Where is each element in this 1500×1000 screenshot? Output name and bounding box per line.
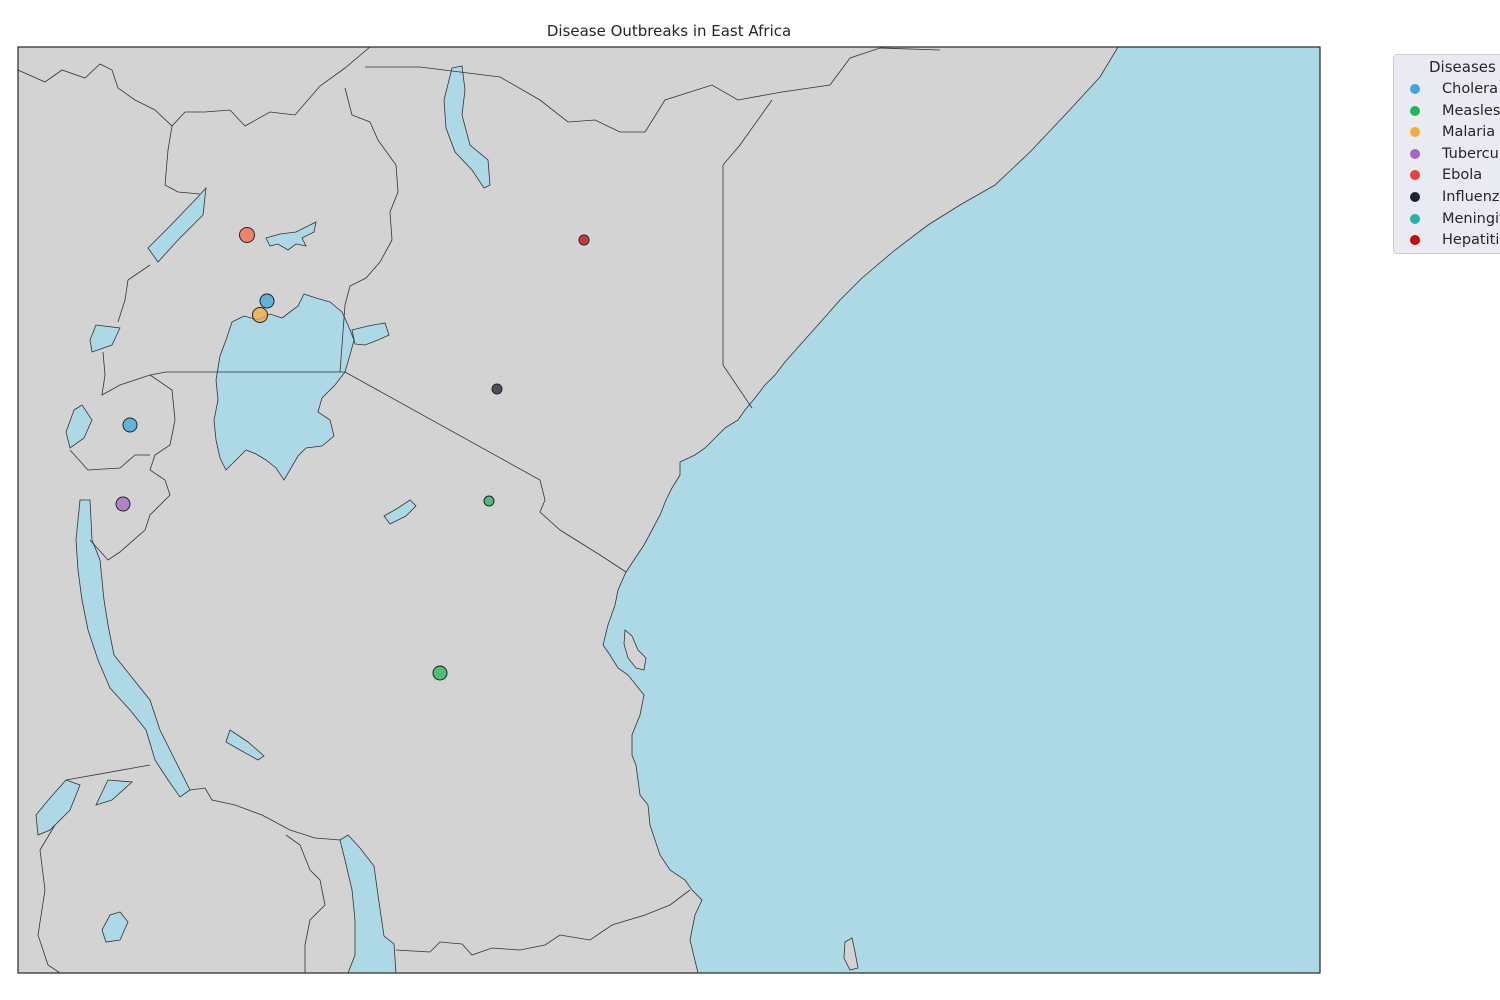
legend-label: Meningitis <box>1442 210 1500 227</box>
map-title: Disease Outbreaks in East Africa <box>546 22 792 40</box>
map-frame <box>17 46 1321 974</box>
outbreak-marker-ebola[interactable] <box>239 227 255 243</box>
outbreak-marker-influenza[interactable] <box>491 383 503 395</box>
legend-label: Influenza <box>1442 189 1500 205</box>
outbreak-marker-hepatitis[interactable] <box>578 234 590 246</box>
lake-eyasi <box>383 499 417 525</box>
legend-label: Measles <box>1442 102 1500 119</box>
legend-label: Ebola <box>1442 167 1483 184</box>
legend-item-influenza: Influenza <box>1394 187 1500 207</box>
legend-item-measles: Measles <box>1394 101 1500 121</box>
outbreak-marker-measles[interactable] <box>483 495 495 507</box>
island-zanzibar <box>623 629 647 671</box>
lake-tanganyika <box>75 499 191 798</box>
legend-marker-icon <box>1410 148 1420 159</box>
lake-kivu <box>65 404 93 449</box>
lake-bunyonyi <box>351 322 390 346</box>
legend-item-hepatitis: Hepatitis <box>1394 230 1500 250</box>
legend-item-cholera: Cholera <box>1394 79 1498 99</box>
outbreak-marker-tuberculosis[interactable] <box>115 496 131 512</box>
lake-turkana <box>443 65 491 189</box>
legend-item-tuberculosis: Tuberculosis <box>1394 144 1500 164</box>
legend-item-malaria: Malaria <box>1394 122 1495 142</box>
outbreak-marker-measles[interactable] <box>432 665 448 681</box>
legend-label: Hepatitis <box>1442 232 1500 249</box>
lake-mweru <box>95 779 133 806</box>
legend-marker-icon <box>1410 192 1420 202</box>
lake-albert <box>147 186 207 263</box>
legend: Diseases Cholera Measles Malaria Tuberculos… <box>1393 54 1500 254</box>
legend-marker-icon <box>1410 127 1420 138</box>
indian-ocean <box>602 47 1320 973</box>
outbreak-marker-malaria[interactable] <box>252 307 268 323</box>
legend-marker-icon <box>1410 170 1420 181</box>
legend-label: Tuberculosis <box>1442 145 1500 162</box>
lake-bangweulu <box>35 779 81 836</box>
lake-victoria <box>213 293 355 481</box>
legend-label: Cholera <box>1442 81 1498 97</box>
lake-rukwa <box>225 729 265 761</box>
legend-label: Malaria <box>1442 124 1496 141</box>
outbreak-marker-cholera[interactable] <box>122 417 138 433</box>
lake-edward <box>89 324 121 353</box>
legend-item-meningitis: Meningitis <box>1394 209 1500 229</box>
small-lake-sw <box>101 911 129 943</box>
outbreak-markers <box>115 227 590 681</box>
legend-item-ebola: Ebola <box>1394 165 1482 185</box>
country-borders <box>18 47 941 973</box>
island-south <box>843 937 859 971</box>
lake-malawi <box>339 834 397 973</box>
legend-title: Diseases <box>1429 58 1496 76</box>
legend-marker-icon <box>1410 213 1420 224</box>
legend-marker-icon <box>1410 105 1420 116</box>
lake-kyoga <box>265 221 317 251</box>
legend-marker-icon <box>1410 84 1420 94</box>
legend-marker-icon <box>1410 235 1420 246</box>
outbreak-marker-cholera[interactable] <box>259 293 275 309</box>
